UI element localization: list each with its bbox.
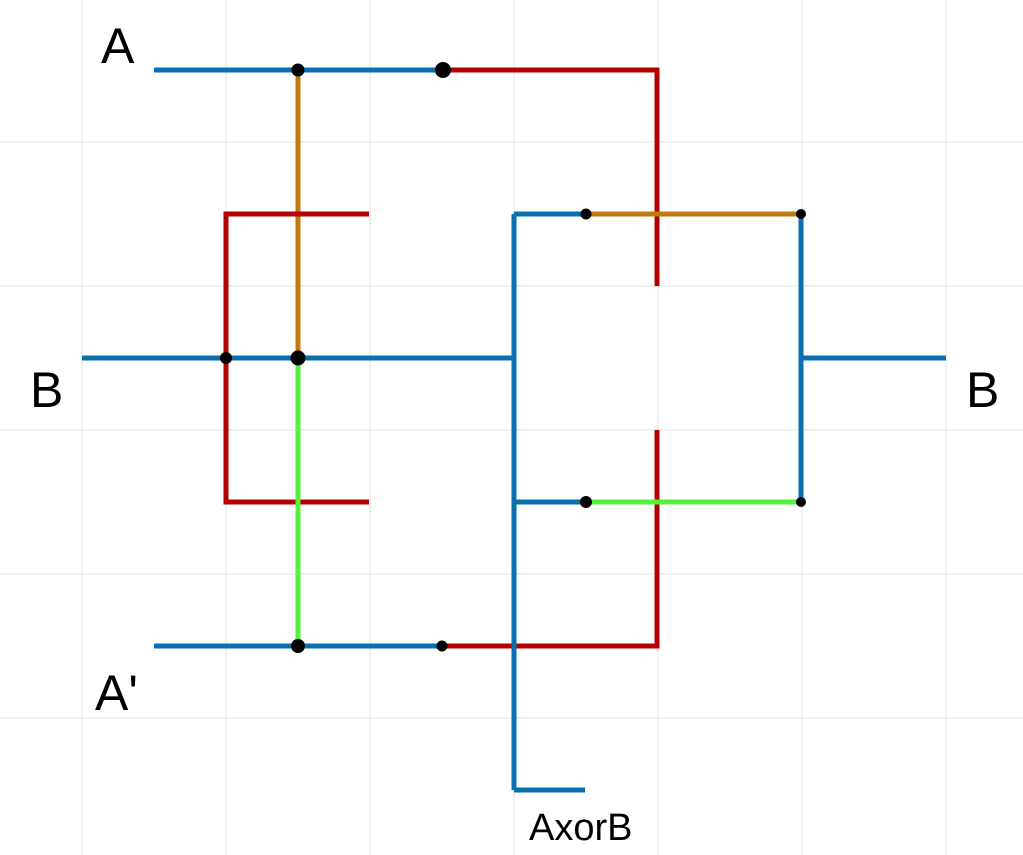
label-a-not-input: A' [95,665,138,721]
wire-a-red-top [442,67,660,286]
junction-layer [220,62,806,653]
label-a-input: A [101,18,135,74]
label-b-output: B [966,362,999,418]
label-b-input: B [30,362,63,418]
junction-a-not-red [436,640,448,652]
junction-lower-blue-green [580,496,592,508]
junction-a-orange [291,63,305,77]
label-xor-output: AxorB [529,807,632,849]
junction-b-left-bracket [220,352,232,364]
wire-a-not-red-bottom [442,430,660,649]
junction-b-center [290,350,306,366]
junction-upper-right [796,209,806,219]
junction-upper-blue-orange [580,208,592,220]
junction-lower-right [796,497,806,507]
junction-a-red [435,62,451,78]
junction-a-not-green [291,639,305,653]
